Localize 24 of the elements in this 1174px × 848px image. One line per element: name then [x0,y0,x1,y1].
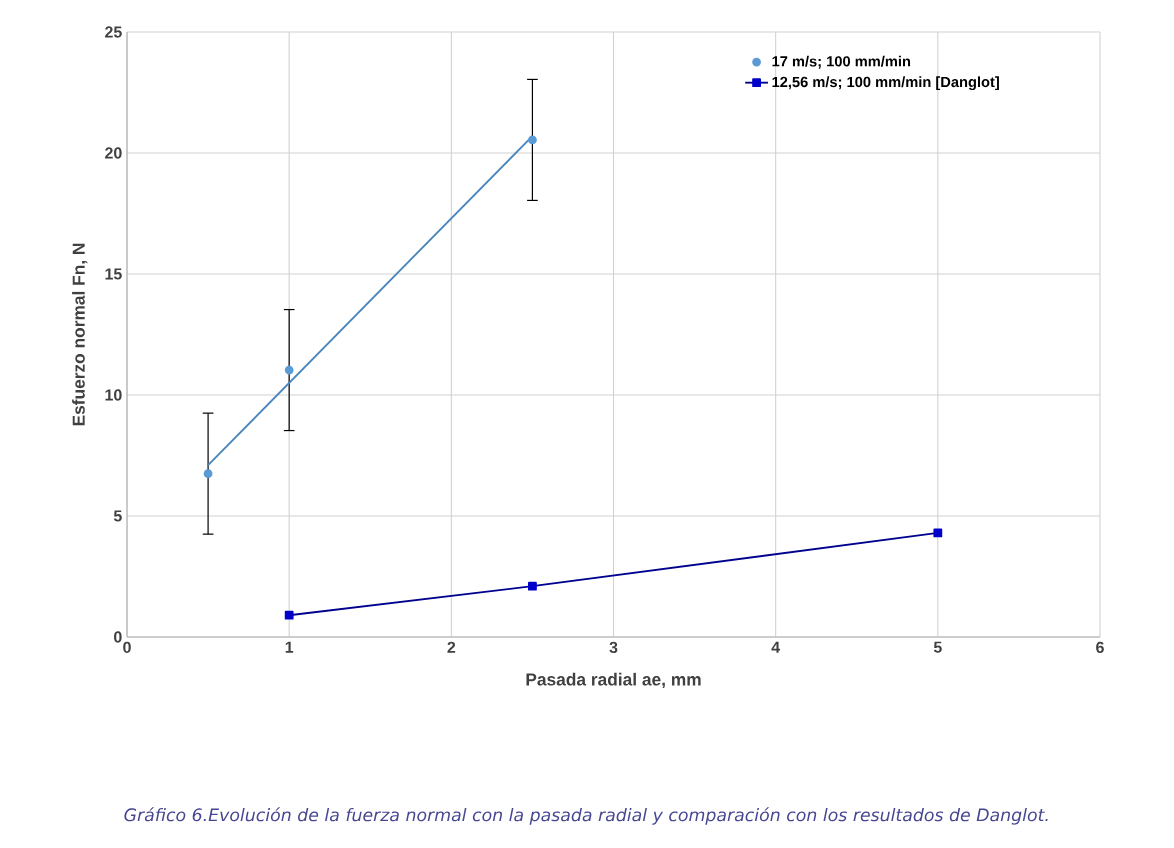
x-tick-label: 5 [933,641,942,653]
x-tick-label: 2 [447,641,456,653]
point [284,610,294,620]
point [203,469,213,479]
y-tick-label: 15 [105,268,122,280]
y-tick-label: 25 [105,26,122,38]
legend-label: 17 m/s; 100 mm/min [772,55,911,69]
y-axis-title: Esfuerzo normal Fn, N [72,243,88,426]
x-axis-title: Pasada radial ae, mm [526,672,701,689]
point [933,528,943,538]
y-tick-label: 0 [114,631,122,643]
text: Gráfico 6.Evolución de la fuerza normal con la pasada radial y comparación con los resultados de Danglot. [124,807,1048,825]
y-tick-label: 20 [105,147,122,159]
x-tick-label: 0 [123,641,131,654]
legend-label: 12,56 m/s; 100 mm/min [Danglot] [772,76,999,91]
x-tick-label: 1 [285,641,294,653]
x-tick-label: 4 [771,641,781,653]
x-tick-label: 3 [609,641,618,654]
y-tick-label: 10 [105,389,122,401]
point [284,365,294,375]
point [528,581,537,591]
x-tick-label: 6 [1096,641,1104,654]
y-tick-label: 5 [113,510,122,522]
point [528,135,537,145]
